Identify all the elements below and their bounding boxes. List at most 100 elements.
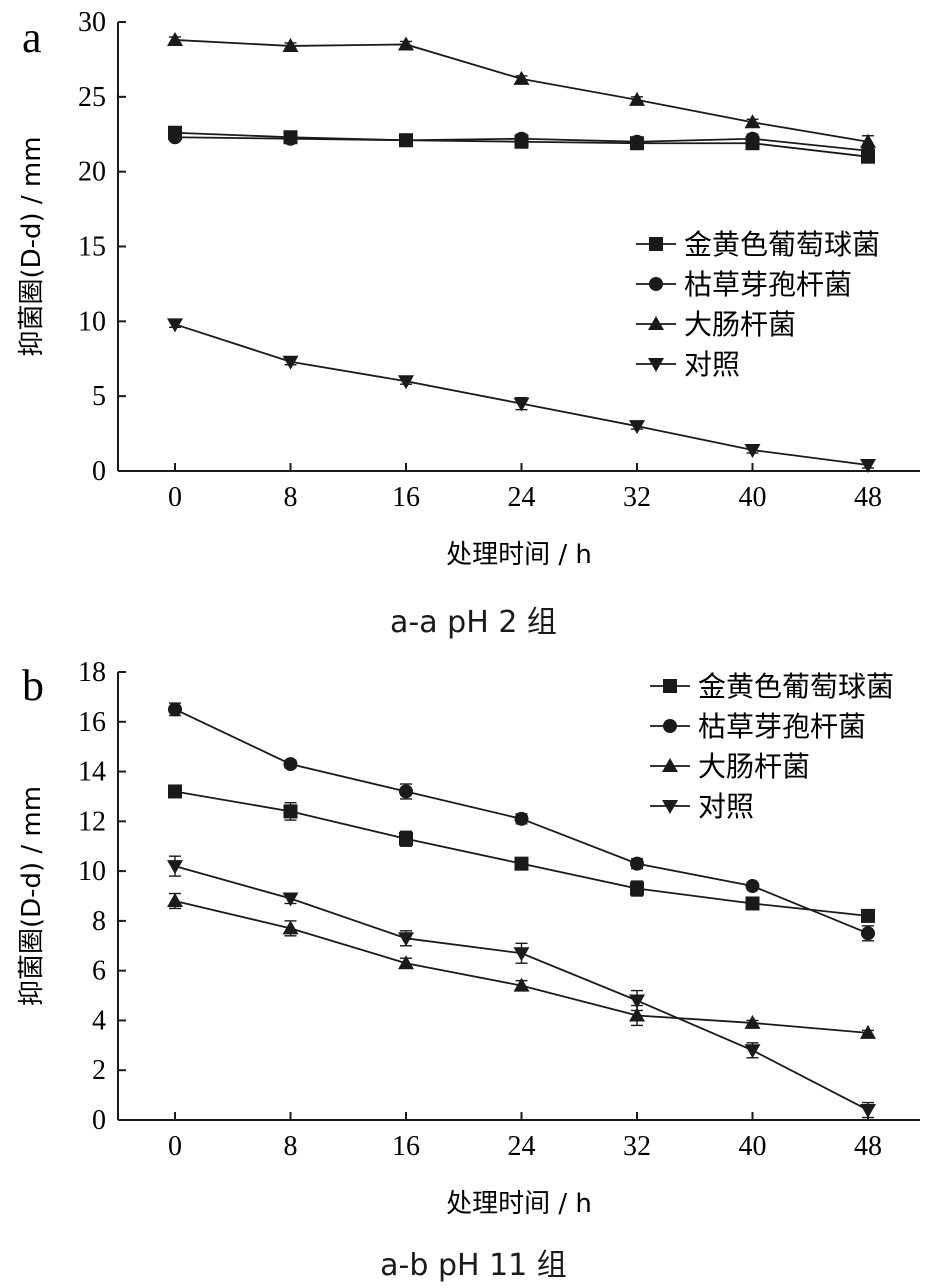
legend-marker	[662, 800, 678, 814]
data-point	[860, 459, 876, 474]
data-point	[513, 947, 530, 962]
data-point	[167, 892, 183, 907]
data-point	[630, 856, 644, 871]
data-point	[398, 375, 414, 390]
series-line	[174, 790, 869, 917]
y-tick-label: 15	[78, 232, 106, 263]
legend-marker	[648, 316, 664, 330]
y-axis-title: 抑菌圈(D-d) / mm	[17, 786, 47, 1006]
y-tick-label: 4	[92, 1005, 106, 1036]
x-axis-title: 处理时间 / h	[446, 540, 592, 570]
x-tick-label: 24	[508, 1131, 536, 1162]
data-point	[283, 131, 298, 146]
legend-marker	[649, 237, 663, 251]
data-point	[629, 1007, 645, 1022]
y-tick-label: 16	[78, 707, 106, 738]
data-point	[513, 977, 530, 992]
legend-marker	[663, 719, 677, 733]
data-point	[744, 1014, 761, 1029]
data-point	[745, 131, 760, 146]
data-point	[860, 1024, 876, 1039]
legend-label: 对照	[684, 348, 740, 381]
data-point	[168, 130, 182, 145]
y-tick-label: 18	[78, 657, 106, 688]
y-tick-label: 0	[92, 1105, 106, 1136]
x-tick-label: 24	[508, 482, 536, 513]
data-point	[282, 355, 299, 370]
data-point	[860, 1104, 876, 1119]
x-tick-label: 0	[168, 482, 182, 513]
data-point	[861, 926, 875, 941]
y-tick-label: 14	[78, 757, 106, 788]
data-point	[167, 318, 183, 333]
legend-label: 对照	[698, 790, 754, 823]
data-point	[398, 955, 414, 970]
y-tick-label: 8	[92, 906, 106, 937]
data-point	[630, 881, 644, 896]
caption-panel-a: a-a pH 2 组	[390, 605, 557, 640]
series-1	[168, 130, 875, 158]
data-point	[399, 133, 413, 148]
panel-label: b	[22, 661, 44, 710]
data-point	[399, 784, 413, 799]
x-tick-label: 16	[392, 482, 420, 513]
y-tick-label: 6	[92, 956, 106, 987]
data-point	[513, 397, 530, 412]
data-point	[861, 908, 875, 923]
x-tick-label: 16	[392, 1131, 420, 1162]
x-tick-label: 40	[739, 482, 767, 513]
series-3	[167, 318, 876, 474]
x-tick-label: 0	[168, 1131, 182, 1162]
series-line	[174, 39, 869, 143]
data-point	[745, 879, 760, 894]
y-tick-label: 30	[78, 7, 106, 38]
legend-marker	[662, 758, 678, 772]
series-0	[168, 784, 875, 923]
x-tick-label: 32	[623, 1131, 651, 1162]
series-line	[174, 323, 869, 466]
data-point	[282, 892, 299, 907]
legend-marker	[648, 358, 664, 372]
x-tick-label: 48	[854, 1131, 882, 1162]
y-axis-title: 抑菌圈(D-d) / mm	[17, 136, 47, 356]
data-point	[629, 420, 645, 435]
x-tick-label: 32	[623, 482, 651, 513]
data-point	[514, 856, 529, 871]
series-3	[167, 855, 876, 1119]
data-point	[398, 932, 414, 947]
data-point	[744, 1044, 761, 1059]
data-point	[744, 114, 761, 129]
y-tick-label: 2	[92, 1055, 106, 1086]
legend-label: 金黄色葡萄球菌	[698, 670, 894, 703]
legend-label: 枯草芽孢杆菌	[684, 268, 852, 301]
data-point	[630, 134, 644, 149]
data-point	[168, 784, 182, 799]
data-point	[514, 131, 529, 146]
x-tick-label: 8	[284, 1131, 298, 1162]
chart-panel-a: a 0 5 10 15 20 25 30 0 8 16 24 32 40 48 处理时间 / h 抑菌圈(D-d…	[17, 7, 920, 570]
legend-marker	[649, 277, 663, 291]
legend-label: 大肠杆菌	[698, 750, 810, 783]
y-tick-label: 5	[92, 381, 106, 412]
caption-panel-b: a-b pH 11 组	[380, 1248, 567, 1283]
y-tick-label: 20	[78, 157, 106, 188]
y-tick-label: 10	[78, 856, 106, 887]
data-point	[513, 70, 530, 85]
legend-label: 大肠杆菌	[684, 308, 796, 341]
y-tick-label: 10	[78, 306, 106, 337]
series-line	[174, 900, 869, 1034]
data-point	[167, 860, 183, 875]
legend-label: 金黄色葡萄球菌	[684, 228, 880, 261]
data-point	[745, 896, 760, 911]
data-point	[398, 36, 414, 51]
data-point	[283, 804, 298, 819]
data-point	[167, 31, 183, 46]
x-tick-label: 48	[854, 482, 882, 513]
data-point	[168, 702, 182, 717]
data-point	[399, 831, 413, 846]
data-point	[629, 994, 645, 1009]
